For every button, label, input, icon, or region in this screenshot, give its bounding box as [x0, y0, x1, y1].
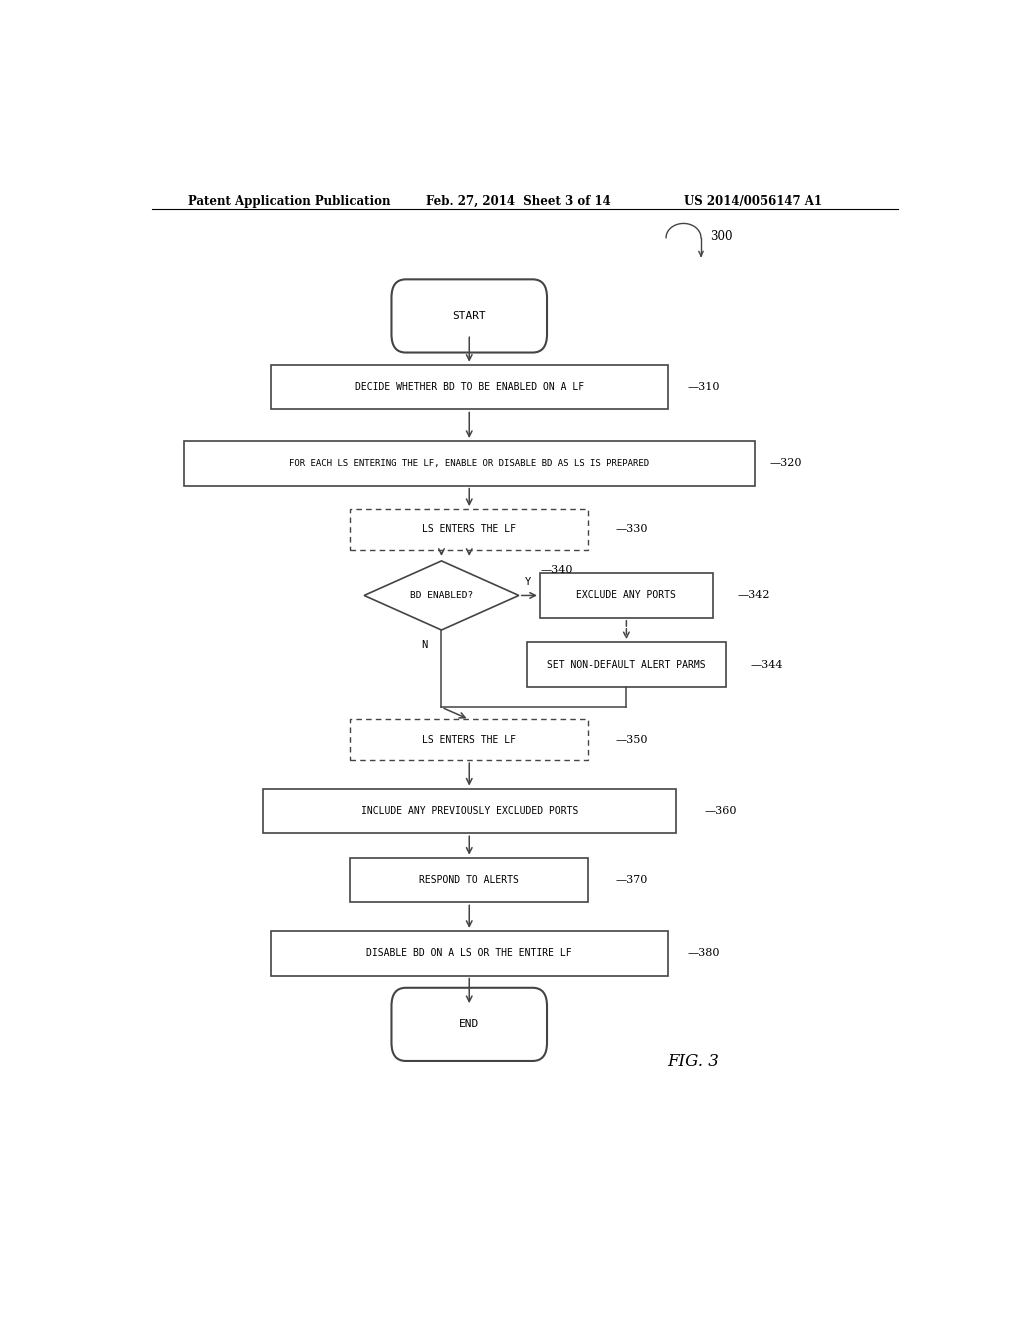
- Text: FOR EACH LS ENTERING THE LF, ENABLE OR DISABLE BD AS LS IS PREPARED: FOR EACH LS ENTERING THE LF, ENABLE OR D…: [289, 459, 649, 467]
- Text: —342: —342: [737, 590, 770, 601]
- Text: Patent Application Publication: Patent Application Publication: [187, 194, 390, 207]
- FancyBboxPatch shape: [270, 364, 668, 409]
- Text: —320: —320: [769, 458, 802, 469]
- Text: DECIDE WHETHER BD TO BE ENABLED ON A LF: DECIDE WHETHER BD TO BE ENABLED ON A LF: [354, 381, 584, 392]
- Text: RESPOND TO ALERTS: RESPOND TO ALERTS: [419, 875, 519, 884]
- Text: US 2014/0056147 A1: US 2014/0056147 A1: [684, 194, 821, 207]
- Text: —360: —360: [705, 807, 736, 816]
- Text: —330: —330: [615, 524, 648, 535]
- Text: FIG. 3: FIG. 3: [668, 1053, 720, 1071]
- Text: —350: —350: [615, 735, 648, 744]
- FancyBboxPatch shape: [350, 719, 588, 760]
- Text: —340: —340: [541, 565, 573, 576]
- Text: Y: Y: [525, 577, 531, 587]
- Text: N: N: [422, 640, 428, 651]
- Text: END: END: [459, 1019, 479, 1030]
- FancyBboxPatch shape: [391, 987, 547, 1061]
- FancyBboxPatch shape: [270, 931, 668, 975]
- FancyBboxPatch shape: [183, 441, 755, 486]
- Text: SET NON-DEFAULT ALERT PARMS: SET NON-DEFAULT ALERT PARMS: [547, 660, 706, 669]
- Polygon shape: [365, 561, 519, 630]
- FancyBboxPatch shape: [350, 510, 588, 549]
- FancyBboxPatch shape: [540, 573, 713, 618]
- Text: LS ENTERS THE LF: LS ENTERS THE LF: [422, 735, 516, 744]
- Text: —370: —370: [615, 875, 647, 884]
- FancyBboxPatch shape: [350, 858, 588, 903]
- Text: BD ENABLED?: BD ENABLED?: [410, 591, 473, 601]
- Text: —344: —344: [751, 660, 782, 669]
- Text: EXCLUDE ANY PORTS: EXCLUDE ANY PORTS: [577, 590, 676, 601]
- FancyBboxPatch shape: [527, 643, 726, 686]
- FancyBboxPatch shape: [263, 788, 676, 833]
- Text: Feb. 27, 2014  Sheet 3 of 14: Feb. 27, 2014 Sheet 3 of 14: [426, 194, 610, 207]
- Text: —380: —380: [687, 948, 720, 958]
- Text: LS ENTERS THE LF: LS ENTERS THE LF: [422, 524, 516, 535]
- Text: START: START: [453, 312, 486, 321]
- Text: —310: —310: [687, 381, 720, 392]
- FancyBboxPatch shape: [391, 280, 547, 352]
- Text: 300: 300: [711, 230, 733, 243]
- Text: DISABLE BD ON A LS OR THE ENTIRE LF: DISABLE BD ON A LS OR THE ENTIRE LF: [367, 948, 572, 958]
- Text: INCLUDE ANY PREVIOUSLY EXCLUDED PORTS: INCLUDE ANY PREVIOUSLY EXCLUDED PORTS: [360, 807, 578, 816]
